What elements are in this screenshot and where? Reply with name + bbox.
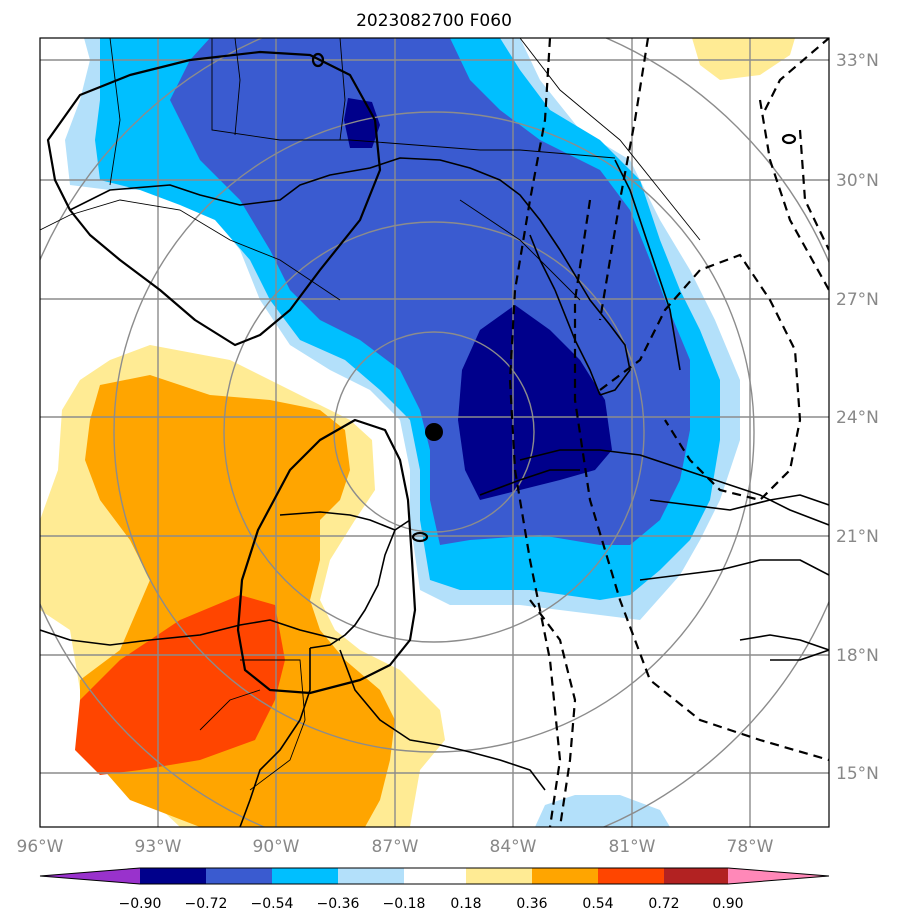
political-borders [40,38,701,791]
coastlines [40,157,829,827]
lon-tick-label: 84°W [490,837,537,857]
colorbar-segment [206,868,272,884]
filled-contours [40,38,829,827]
colorbar-tick-label: 0.72 [648,896,679,912]
colorbar-segment [466,868,532,884]
dashed-contour-lines [508,38,829,827]
colorbar-segment [532,868,598,884]
lat-tick-label: 18°N [836,646,879,666]
colorbar-segment [598,868,664,884]
colorbar-extend-high [728,868,829,884]
colorbar-segment [664,868,728,884]
latitude-axis: 33°N 30°N 27°N 24°N 21°N 18°N 15°N [836,51,879,784]
lat-tick-label: 15°N [836,764,879,784]
lat-tick-label: 30°N [836,171,879,191]
colorbar-tick-label: −0.36 [317,896,360,912]
lon-tick-label: 87°W [372,837,419,857]
lat-tick-label: 33°N [836,51,879,71]
colorbar-tick-label: 0.18 [450,896,481,912]
colorbar-segment [338,868,404,884]
colorbar-tick-label: −0.90 [119,896,162,912]
figure-title: 2023082700 F060 [356,11,512,31]
lat-tick-label: 24°N [836,408,879,428]
lon-tick-label: 78°W [727,837,774,857]
negative-contour-light-blue-south [535,795,670,827]
positive-contour-light-yellow-ne [692,38,795,80]
colorbar: −0.90 −0.72 −0.54 −0.36 −0.18 0.18 0.36 … [39,867,830,912]
lon-tick-label: 90°W [253,837,300,857]
colorbar-segment [140,868,206,884]
positive-contour-red-orange [75,595,285,775]
colorbar-segment [272,868,338,884]
colorbar-tick-label: −0.72 [185,896,228,912]
colorbar-extend-low [40,868,140,884]
longitude-axis: 96°W 93°W 90°W 87°W 84°W 81°W 78°W [17,837,774,857]
colorbar-tick-label: −0.18 [383,896,426,912]
lat-tick-label: 21°N [836,527,879,547]
lon-tick-label: 81°W [609,837,656,857]
map-panel [39,37,830,828]
solid-contour-lines [46,50,797,695]
colorbar-segment [404,868,466,884]
colorbar-tick-label: 0.90 [712,896,743,912]
colorbar-outline [39,867,830,885]
map-frame [39,37,830,828]
colorbar-tick-label: 0.36 [516,896,547,912]
lat-tick-label: 27°N [836,290,879,310]
storm-center-marker [425,423,443,441]
colorbar-tick-label: −0.54 [251,896,294,912]
colorbar-tick-label: 0.54 [582,896,613,912]
lon-tick-label: 93°W [135,837,182,857]
negative-contour-deep-blue-small [344,98,380,148]
lon-tick-label: 96°W [17,837,64,857]
